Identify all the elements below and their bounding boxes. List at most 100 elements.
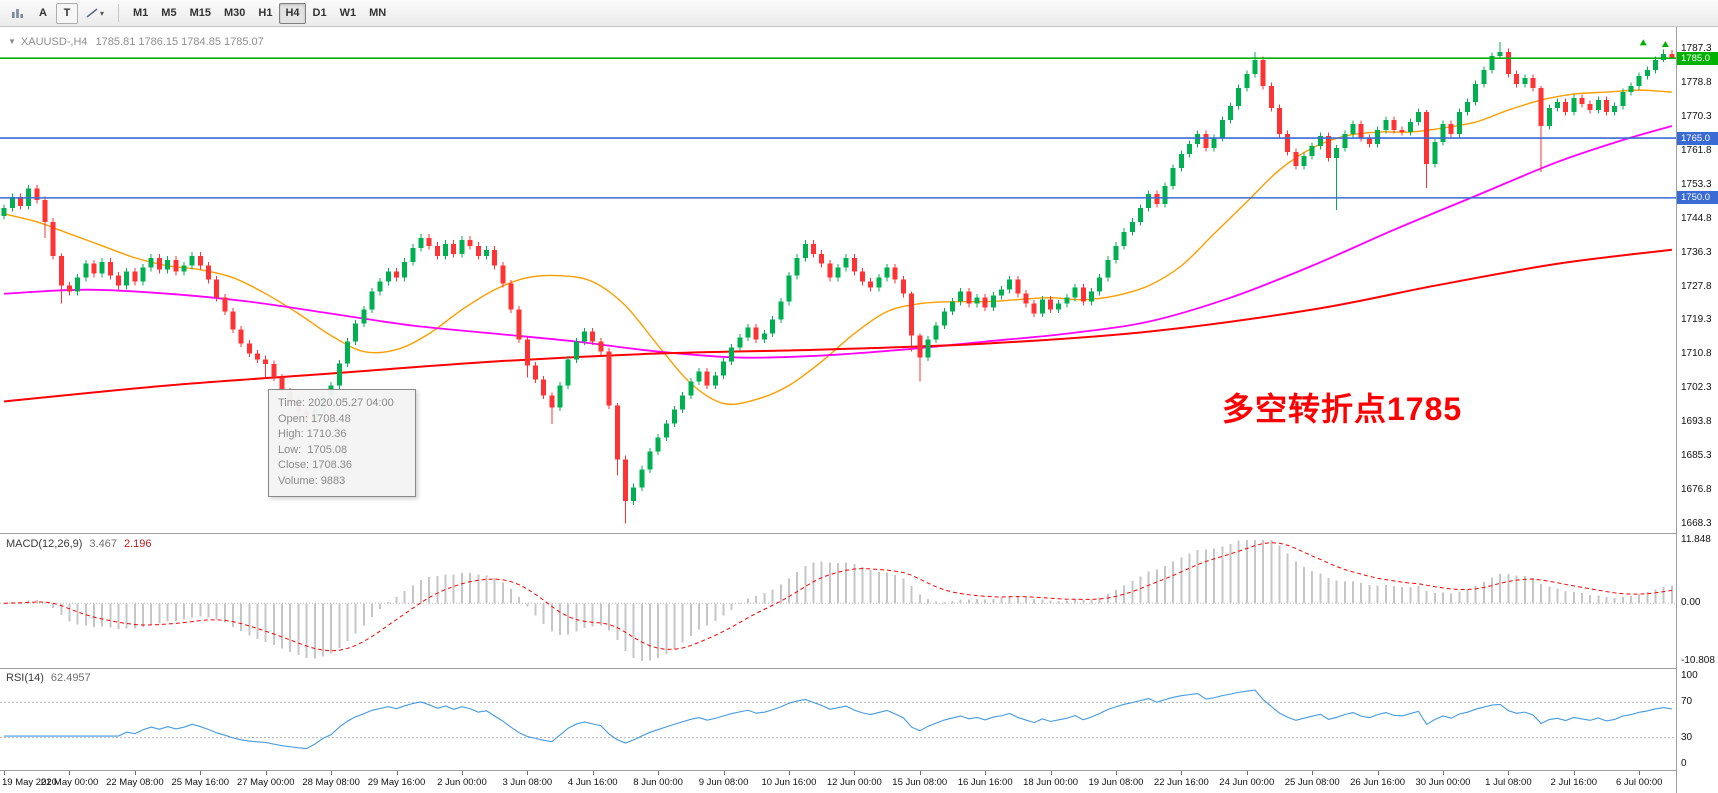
panel-splitter[interactable] bbox=[0, 668, 1718, 669]
candle[interactable] bbox=[451, 240, 457, 258]
candle[interactable] bbox=[1391, 116, 1397, 134]
candle[interactable] bbox=[83, 260, 89, 282]
candle[interactable] bbox=[999, 286, 1005, 300]
candle[interactable] bbox=[426, 234, 432, 250]
candle[interactable] bbox=[1170, 164, 1176, 190]
candle[interactable] bbox=[1514, 70, 1520, 88]
candle[interactable] bbox=[1579, 94, 1585, 108]
candle[interactable] bbox=[1105, 256, 1111, 282]
candle[interactable] bbox=[1293, 148, 1299, 170]
candle[interactable] bbox=[1252, 52, 1258, 78]
candle[interactable] bbox=[549, 392, 555, 425]
candle[interactable] bbox=[606, 347, 612, 410]
candle[interactable] bbox=[1039, 296, 1045, 318]
candle[interactable] bbox=[1366, 134, 1372, 148]
candle[interactable] bbox=[647, 447, 653, 473]
candle[interactable] bbox=[156, 254, 162, 274]
candle[interactable] bbox=[737, 334, 743, 352]
candle[interactable] bbox=[1268, 82, 1274, 112]
candle[interactable] bbox=[917, 333, 923, 382]
timeframe-m30-button[interactable]: M30 bbox=[223, 7, 246, 19]
candle[interactable] bbox=[140, 264, 146, 286]
candle[interactable] bbox=[966, 288, 972, 308]
candle[interactable] bbox=[1407, 118, 1413, 136]
candle[interactable] bbox=[900, 276, 906, 298]
candle[interactable] bbox=[696, 367, 702, 386]
candle[interactable] bbox=[1154, 190, 1160, 208]
candle[interactable] bbox=[353, 320, 359, 346]
candle[interactable] bbox=[9, 193, 15, 212]
line-studies-button[interactable]: ▾ bbox=[80, 3, 110, 24]
candle[interactable] bbox=[925, 335, 931, 362]
text-tool-button[interactable]: T bbox=[56, 2, 78, 24]
candle[interactable] bbox=[50, 218, 56, 260]
candle[interactable] bbox=[205, 262, 211, 284]
candle[interactable] bbox=[1260, 56, 1266, 90]
candle[interactable] bbox=[189, 252, 195, 270]
candle[interactable] bbox=[1072, 284, 1078, 302]
candle[interactable] bbox=[1129, 218, 1135, 236]
price-axis[interactable]: 1787.3 1778.8 1770.3 1761.8 1753.3 1744.8 1736… bbox=[1676, 27, 1718, 793]
rsi-panel-canvas[interactable] bbox=[0, 668, 1676, 770]
candle[interactable] bbox=[533, 361, 539, 384]
candle[interactable] bbox=[1554, 98, 1560, 112]
candle[interactable] bbox=[1636, 72, 1642, 90]
candle[interactable] bbox=[598, 337, 604, 356]
candle[interactable] bbox=[483, 246, 489, 260]
candle[interactable] bbox=[1178, 150, 1184, 172]
candle[interactable] bbox=[394, 268, 400, 282]
candle[interactable] bbox=[1538, 86, 1544, 172]
candle[interactable] bbox=[770, 316, 776, 338]
candle[interactable] bbox=[434, 242, 440, 260]
candle[interactable] bbox=[622, 455, 628, 524]
candle[interactable] bbox=[1375, 126, 1381, 148]
candle[interactable] bbox=[42, 196, 48, 238]
candle[interactable] bbox=[1121, 228, 1127, 250]
candle[interactable] bbox=[402, 258, 408, 282]
candle[interactable] bbox=[1227, 102, 1233, 124]
candle[interactable] bbox=[557, 381, 563, 412]
timeframe-m1-button[interactable]: M1 bbox=[133, 7, 149, 19]
candle[interactable] bbox=[761, 330, 767, 344]
cursor-tool-button[interactable]: A bbox=[32, 3, 54, 24]
candle[interactable] bbox=[1448, 120, 1454, 138]
candle[interactable] bbox=[107, 258, 113, 280]
candle[interactable] bbox=[1015, 276, 1021, 298]
candle[interactable] bbox=[1620, 88, 1626, 110]
candle[interactable] bbox=[344, 337, 350, 368]
candle[interactable] bbox=[58, 253, 64, 304]
candle[interactable] bbox=[1137, 204, 1143, 226]
candle[interactable] bbox=[1612, 102, 1618, 116]
candle[interactable] bbox=[1097, 274, 1103, 296]
candle[interactable] bbox=[892, 264, 898, 284]
candle[interactable] bbox=[1350, 120, 1356, 138]
candle[interactable] bbox=[631, 483, 637, 505]
candle[interactable] bbox=[524, 337, 530, 378]
candle[interactable] bbox=[1505, 48, 1511, 78]
candle[interactable] bbox=[778, 298, 784, 324]
candle[interactable] bbox=[173, 256, 179, 276]
candle[interactable] bbox=[385, 268, 391, 286]
candle[interactable] bbox=[148, 254, 154, 272]
candle[interactable] bbox=[884, 264, 890, 282]
candle[interactable] bbox=[1195, 130, 1201, 148]
candle[interactable] bbox=[99, 258, 105, 278]
candle[interactable] bbox=[1088, 288, 1094, 306]
candle[interactable] bbox=[949, 298, 955, 316]
buy-arrow-marker[interactable] bbox=[1639, 39, 1647, 46]
candle[interactable] bbox=[132, 268, 138, 286]
timeframe-w1-button[interactable]: W1 bbox=[339, 7, 357, 19]
candle[interactable] bbox=[75, 274, 81, 296]
candle[interactable] bbox=[467, 236, 473, 250]
candle[interactable] bbox=[851, 254, 857, 276]
candle[interactable] bbox=[508, 280, 514, 314]
candle[interactable] bbox=[802, 240, 808, 262]
candle[interactable] bbox=[1644, 66, 1650, 80]
candle[interactable] bbox=[663, 419, 669, 441]
candle[interactable] bbox=[1465, 98, 1471, 116]
main-chart-canvas[interactable] bbox=[0, 27, 1676, 533]
candle[interactable] bbox=[1522, 74, 1528, 88]
candle[interactable] bbox=[639, 465, 645, 491]
candle[interactable] bbox=[230, 308, 236, 334]
candle[interactable] bbox=[500, 262, 506, 288]
